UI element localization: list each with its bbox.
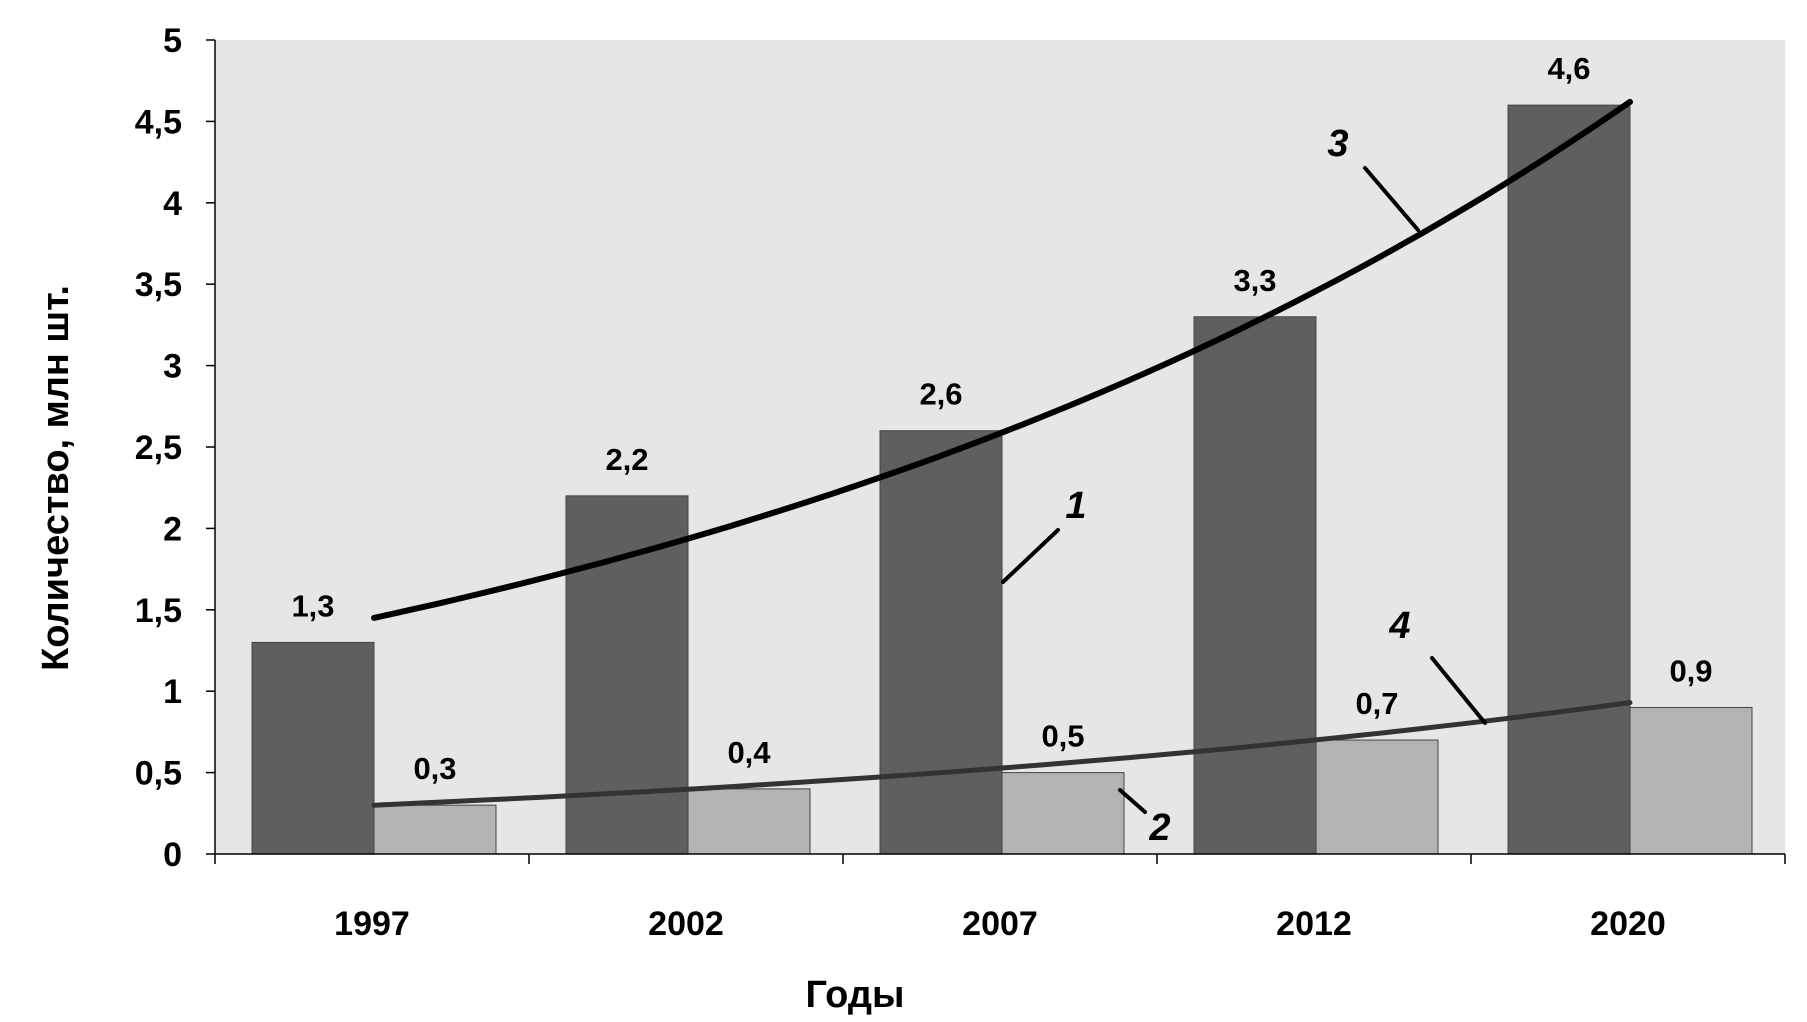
- data-label: 0,5: [1041, 719, 1084, 754]
- callout-label-4: 4: [1388, 605, 1410, 647]
- y-axis-title: Количество, млн шт.: [35, 285, 77, 671]
- y-tick-label: 4,5: [135, 103, 182, 141]
- y-tick-label: 3,5: [135, 266, 182, 304]
- data-label: 0,7: [1355, 686, 1398, 721]
- bar-s2-2020: [1629, 706, 1753, 855]
- bar-s2-2007: [1001, 772, 1125, 855]
- data-label: 3,3: [1233, 263, 1276, 298]
- y-tick-label: 0,5: [135, 755, 182, 793]
- data-label: 0,9: [1669, 653, 1712, 688]
- y-tick-label: 4: [163, 185, 182, 223]
- data-label: 2,6: [919, 377, 962, 412]
- callout-label-1: 1: [1065, 485, 1086, 527]
- x-axis-title: Годы: [806, 974, 905, 1016]
- data-label: 1,3: [291, 588, 334, 623]
- data-label: 0,3: [413, 751, 456, 786]
- y-tick-label: 1: [163, 673, 182, 711]
- x-tick-label: 2020: [1590, 905, 1666, 943]
- y-tick-label: 2: [163, 510, 182, 548]
- callout-leader-3: [1363, 166, 1420, 232]
- x-tick-label: 1997: [334, 905, 410, 943]
- y-tick-label: 2,5: [135, 429, 182, 467]
- x-tick-label: 2012: [1276, 905, 1352, 943]
- bar-s1-2007: [879, 430, 1003, 855]
- callout-leader-4: [1430, 656, 1487, 725]
- data-label: 2,2: [605, 442, 648, 477]
- callout-leader-2: [1118, 788, 1147, 814]
- bar-s2-1997: [373, 804, 497, 855]
- y-tick-label: 0: [163, 836, 182, 874]
- x-tick-label: 2007: [962, 905, 1038, 943]
- y-tick-label: 1,5: [135, 592, 182, 630]
- x-tick-label: 2002: [648, 905, 724, 943]
- bar-s2-2012: [1315, 739, 1439, 855]
- data-label: 4,6: [1547, 51, 1590, 86]
- bar-s1-2012: [1193, 316, 1317, 855]
- callout-label-3: 3: [1327, 123, 1348, 165]
- callout-leader-1: [1001, 528, 1060, 584]
- bar-s1-2002: [565, 495, 689, 855]
- bar-s1-2020: [1507, 104, 1631, 855]
- trendline-2: [371, 700, 1633, 808]
- trendline-1: [371, 98, 1633, 621]
- y-tick-label: 3: [163, 348, 182, 386]
- data-label: 0,4: [727, 735, 771, 770]
- bar-s1-1997: [251, 641, 375, 855]
- callout-label-2: 2: [1148, 807, 1170, 849]
- y-tick-label: 5: [163, 22, 182, 60]
- bar-s2-2002: [687, 788, 811, 855]
